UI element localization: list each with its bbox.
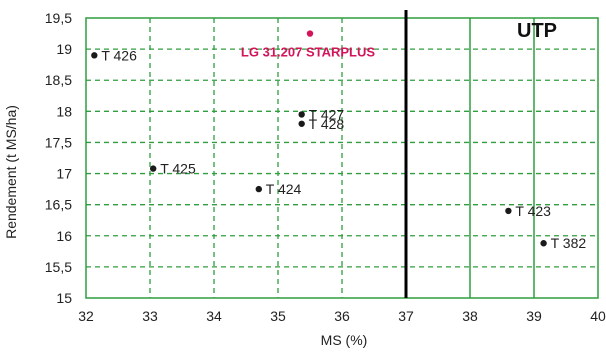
x-axis-label: MS (%)	[321, 332, 368, 348]
y-tick-label: 15,5	[45, 259, 72, 275]
data-point	[91, 52, 98, 59]
x-tick-label: 39	[526, 308, 542, 324]
utp-zone-label: UTP	[517, 20, 557, 42]
data-point-label: T 424	[266, 181, 302, 197]
data-point	[306, 30, 314, 37]
data-point-label: T 425	[160, 161, 196, 177]
y-tick-label: 19,5	[45, 10, 72, 26]
x-tick-label: 34	[206, 308, 222, 324]
data-point-label: T 423	[515, 203, 551, 219]
data-point-label: T 426	[101, 47, 137, 63]
plot-frame	[85, 17, 599, 299]
x-tick-label: 40	[590, 308, 606, 324]
x-tick-label: 37	[398, 308, 414, 324]
y-tick-label: 17,5	[45, 134, 72, 150]
x-tick-label: 36	[334, 308, 350, 324]
y-tick-label: 17	[56, 166, 72, 182]
y-tick-label: 15	[56, 290, 72, 306]
grid-layer	[85, 10, 599, 299]
data-point-label: T 428	[309, 116, 345, 132]
data-point	[298, 111, 305, 118]
y-tick-label: 18,5	[45, 72, 72, 88]
y-tick-label: 18	[56, 103, 72, 119]
data-point-label: LG 31.207 STARPLUS	[241, 45, 375, 60]
y-tick-label: 16,5	[45, 197, 72, 213]
data-point	[255, 185, 262, 193]
tick-labels: 15 15,5 16 16,5 17 17,5 18 18,5 19 19,5 32 33 34 35 36…	[45, 10, 606, 324]
x-tick-label: 38	[462, 308, 478, 324]
y-axis-label: Rendement (t MS/ha)	[3, 105, 19, 239]
data-point	[540, 240, 547, 247]
data-point	[150, 165, 157, 172]
data-point-label: T 382	[551, 235, 587, 251]
x-tick-label: 35	[270, 308, 286, 324]
data-point	[505, 207, 512, 215]
y-tick-label: 19	[56, 41, 72, 57]
y-tick-label: 16	[56, 228, 72, 244]
data-point	[298, 120, 305, 127]
data-point-label: T 427	[309, 106, 345, 122]
x-tick-label: 33	[142, 308, 158, 324]
x-tick-label: 32	[78, 308, 94, 324]
